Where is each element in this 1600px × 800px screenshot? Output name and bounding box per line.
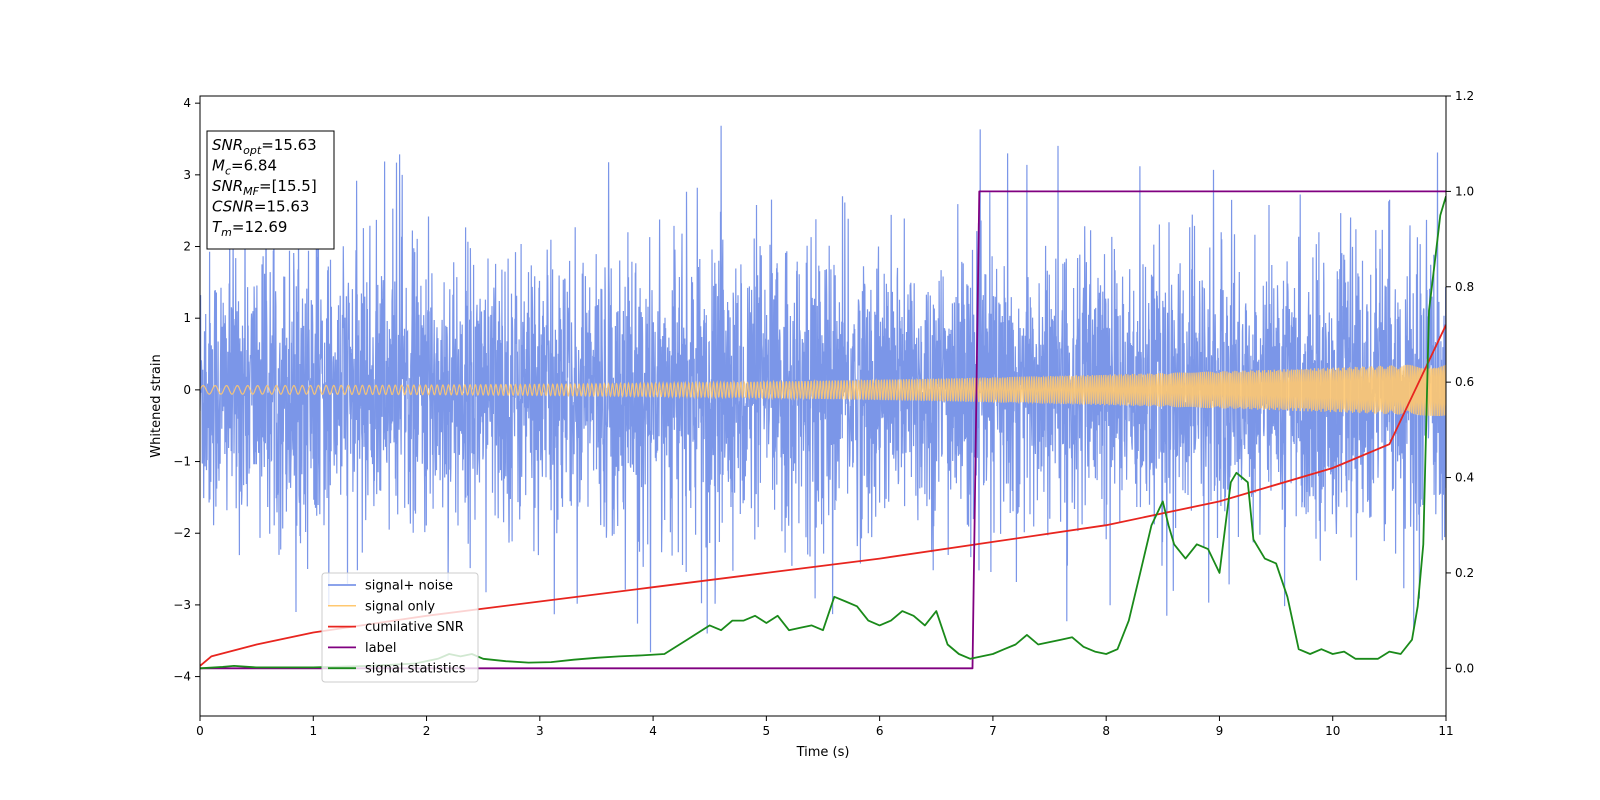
x-tick-label: 0 [196,724,204,738]
series-line-label [200,190,1446,670]
annotation-subscript: m [221,226,232,239]
y-left-tick-label: −1 [173,455,191,469]
y-axis-left: −4 −3 −2 −1 0 1 2 3 4 [173,96,200,684]
y-right-tick-label: 0.0 [1455,661,1474,675]
annotation-box: SNRopt=15.63Mc=6.84SNRMF=[15.5]CSNR=15.6… [206,130,335,250]
y-right-tick-label: 0.4 [1455,471,1474,485]
annotation-symbol: CSNR [212,198,254,216]
x-tick-label: 11 [1438,724,1453,738]
annotation-value: =[15.5] [259,177,317,195]
annotation-subscript: MF [243,185,259,198]
legend-label: cumilative SNR [365,620,464,635]
x-tick-label: 4 [649,724,657,738]
y-right-tick-label: 1.2 [1455,89,1474,103]
annotation-value: =6.84 [231,157,277,175]
x-tick-label: 10 [1325,724,1340,738]
y-left-tick-label: 0 [183,383,191,397]
y-left-tick-label: 3 [183,168,191,182]
x-axis-label: Time (s) [796,745,850,760]
annotation-frame [206,130,335,250]
y-left-tick-label: 4 [183,96,191,110]
y-right-tick-label: 0.6 [1455,375,1474,389]
annotation-line: Mc=6.84 [212,157,277,178]
y-left-tick-label: −4 [173,670,191,684]
annotation-line: CSNR=15.63 [212,198,309,216]
legend-label: signal+ noise [365,579,453,594]
x-tick-label: 2 [423,724,431,738]
y-left-tick-label: −2 [173,526,191,540]
series-line-signal-only [200,364,1446,417]
y-right-tick-label: 0.2 [1455,566,1474,580]
annotation-symbol: SNR [212,177,243,195]
y-axis-label: Whitened strain [149,354,164,457]
x-tick-label: 3 [536,724,544,738]
legend: signal+ noise signal only cumilative SNR la… [321,572,479,683]
annotation-symbol: M [212,157,225,175]
y-right-tick-label: 1.0 [1455,184,1474,198]
x-tick-label: 8 [1102,724,1110,738]
x-tick-label: 5 [763,724,771,738]
series-line-cumilative-snr [200,324,1446,667]
annotation-value: =12.69 [232,218,288,236]
y-left-tick-label: −3 [173,598,191,612]
annotation-symbol: T [212,218,223,236]
annotation-line: SNRMF=[15.5] [212,177,317,198]
y-axis-right: 0.0 0.2 0.4 0.6 0.8 1.0 1.2 [1446,89,1474,675]
annotation-line: Tm=12.69 [212,218,287,239]
series-line-signal-noise [200,125,1446,653]
annotation-value: =15.63 [254,198,310,216]
legend-frame [321,572,479,683]
series-line-signal-statistics [200,195,1446,670]
y-right-tick-label: 0.8 [1455,280,1474,294]
annotation-symbol: SNR [212,136,243,154]
x-axis: 0 1 2 3 4 5 6 7 8 9 10 11 [196,716,1454,738]
annotation-subscript: c [225,165,231,178]
series-layer [200,125,1446,670]
y-left-tick-label: 1 [183,311,191,325]
legend-label: signal only [365,599,435,614]
y-left-tick-label: 2 [183,240,191,254]
legend-label: label [365,641,396,656]
legend-label: signal statistics [365,662,466,677]
x-tick-label: 6 [876,724,884,738]
x-tick-label: 7 [989,724,997,738]
annotation-line: SNRopt=15.63 [212,136,317,157]
x-tick-label: 9 [1216,724,1224,738]
annotation-subscript: opt [243,144,262,157]
annotation-value: =15.63 [261,136,317,154]
plot-frame [199,95,1447,717]
x-tick-label: 1 [309,724,317,738]
plot-area [199,95,1447,717]
